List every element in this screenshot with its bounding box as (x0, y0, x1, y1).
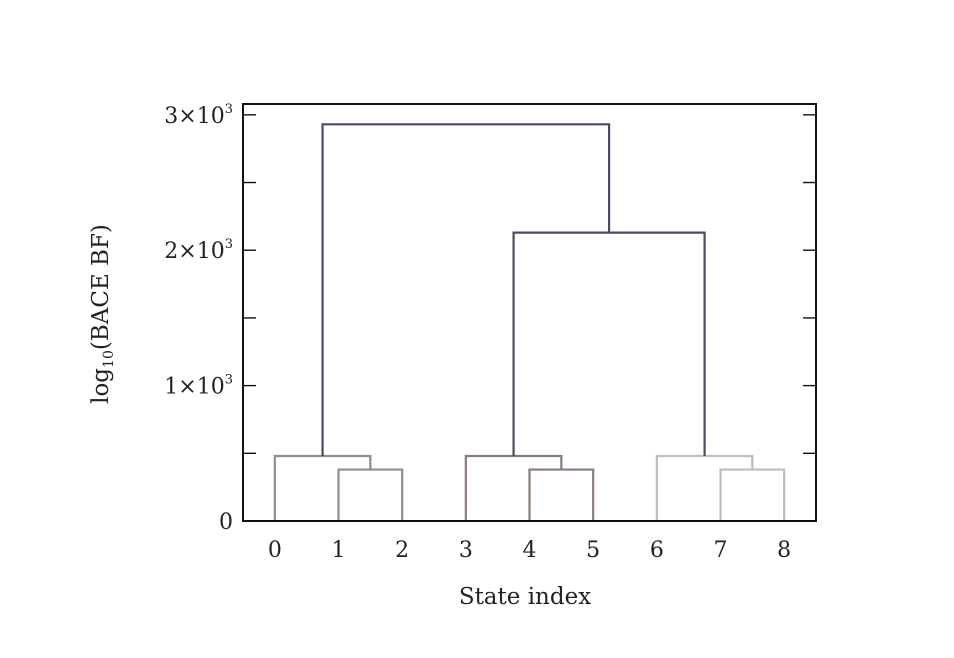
plot-frame (242, 103, 817, 522)
dendrogram-link (512, 231, 706, 457)
x-tick-label: 2 (395, 538, 409, 563)
dendrogram-link (655, 454, 754, 521)
y-axis-ticks: 0 1×103 2×103 3×103 (164, 102, 816, 535)
x-tick-label: 0 (268, 538, 282, 563)
x-tick-label: 7 (714, 538, 728, 563)
x-tick-label: 8 (777, 538, 791, 563)
dendrogram-link (321, 123, 611, 457)
x-tick-label: 6 (650, 538, 664, 563)
y-tick-label: 2×103 (164, 237, 233, 264)
dendrogram-links (273, 123, 786, 521)
dendrogram-link (464, 454, 563, 521)
x-tick-label: 4 (523, 538, 537, 563)
y-axis-label: log10(BACE BF) (88, 224, 117, 404)
x-tick-label: 3 (459, 538, 473, 563)
x-tick-label: 5 (586, 538, 600, 563)
dendrogram-link (273, 454, 372, 521)
x-tick-label: 1 (332, 538, 346, 563)
dendrogram-link (528, 468, 595, 521)
x-axis-ticks: 0 1 2 3 4 5 6 7 8 (268, 538, 791, 563)
y-tick-label: 0 (219, 510, 233, 535)
x-axis-label: State index (459, 584, 591, 610)
dendrogram-link (337, 468, 404, 521)
y-tick-label: 1×103 (164, 373, 233, 400)
y-tick-label: 3×103 (164, 102, 233, 129)
dendrogram-link (719, 468, 786, 521)
